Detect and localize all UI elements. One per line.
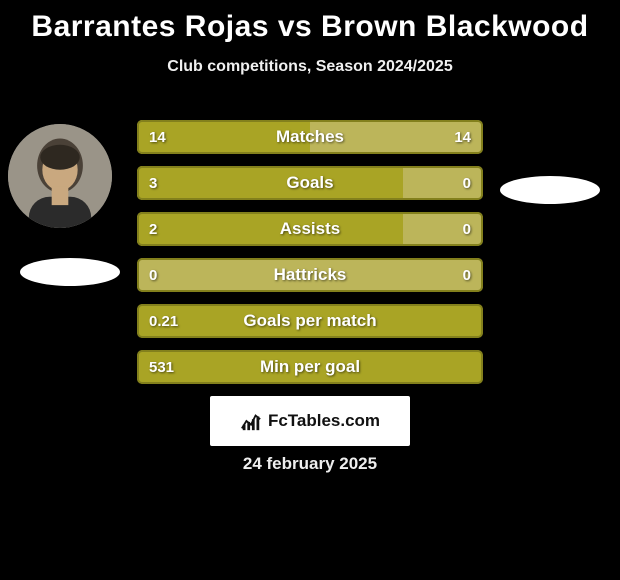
bar-segment-left [137, 212, 403, 246]
avatar-placeholder [8, 124, 112, 228]
stat-row: Goals30 [137, 166, 483, 200]
stat-row: Min per goal531 [137, 350, 483, 384]
subtitle: Club competitions, Season 2024/2025 [0, 58, 620, 76]
stat-row: Assists20 [137, 212, 483, 246]
date-text: 24 february 2025 [0, 454, 620, 474]
stat-row: Matches1414 [137, 120, 483, 154]
page-title: Barrantes Rojas vs Brown Blackwood [0, 0, 620, 44]
attribution-text: FcTables.com [268, 411, 380, 431]
comparison-bars: Matches1414 Goals30 Assists20 Hattricks00 Go… [137, 120, 483, 396]
bar-background [137, 304, 483, 338]
player-left-avatar [8, 124, 112, 228]
bar-segment-left [137, 166, 403, 200]
bar-background [137, 258, 483, 292]
player-right-flag [500, 176, 600, 204]
chart-icon [240, 410, 262, 432]
stat-row: Hattricks00 [137, 258, 483, 292]
person-icon [8, 124, 112, 228]
bar-segment-left [137, 120, 310, 154]
attribution-badge: FcTables.com [210, 396, 410, 446]
bar-background [137, 350, 483, 384]
stat-row: Goals per match0.21 [137, 304, 483, 338]
player-left-flag [20, 258, 120, 286]
